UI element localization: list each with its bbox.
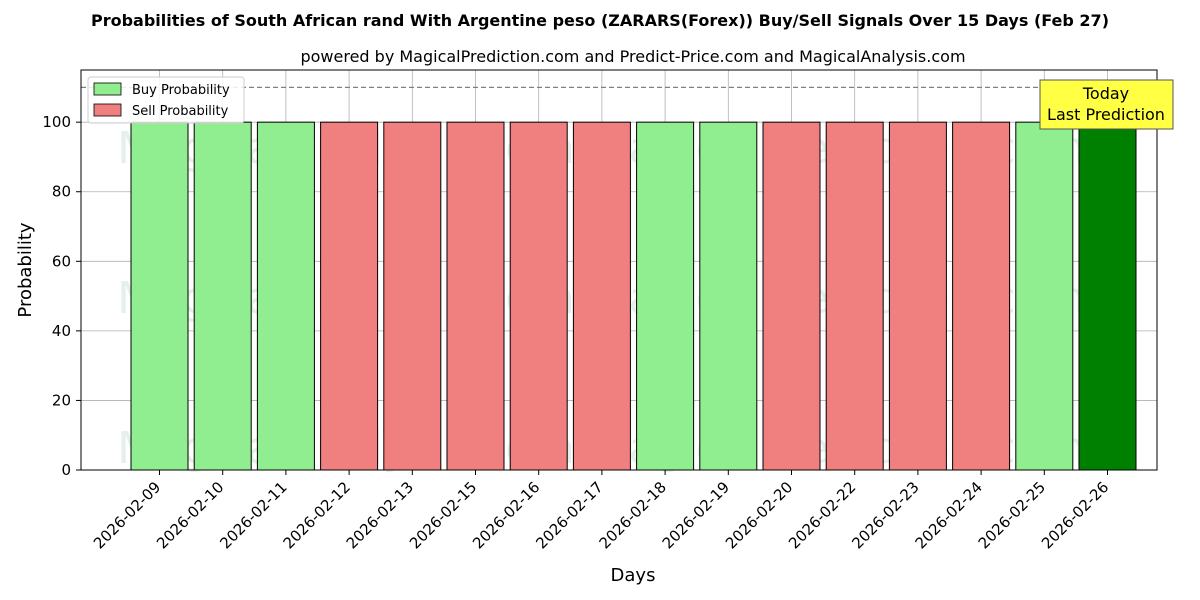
legend: Buy Probability Sell Probability <box>87 76 245 124</box>
bar-buy <box>256 121 315 471</box>
x-tick-label: 2026-02-10 <box>153 478 227 552</box>
x-axis: 2026-02-092026-02-102026-02-112026-02-12… <box>90 470 1112 552</box>
bar-today <box>1078 121 1137 471</box>
chart-title: Probabilities of South African rand With… <box>91 11 1109 30</box>
y-tick-label: 40 <box>52 322 71 340</box>
chart-subtitle: powered by MagicalPrediction.com and Pre… <box>300 47 965 66</box>
y-tick-label: 20 <box>52 391 71 409</box>
y-axis-label: Probability <box>15 222 36 317</box>
today-annotation: Today Last Prediction <box>1039 79 1174 130</box>
bar-sell <box>952 121 1011 471</box>
bar-sell <box>446 121 505 471</box>
plot-frame <box>80 69 1158 471</box>
x-tick-label: 2026-02-09 <box>90 478 164 552</box>
x-tick-label: 2026-02-18 <box>596 478 670 552</box>
bars <box>130 121 1137 471</box>
bar-buy <box>699 121 758 471</box>
bar-buy <box>636 121 695 471</box>
y-tick-label: 100 <box>42 113 71 131</box>
bar-sell <box>509 121 568 471</box>
legend-swatch-buy <box>93 82 122 96</box>
annotation-box <box>1039 79 1174 130</box>
y-tick-label: 60 <box>52 252 71 270</box>
bar-sell <box>888 121 947 471</box>
y-tick-label: 0 <box>61 461 71 479</box>
x-tick-label: 2026-02-15 <box>406 478 480 552</box>
x-tick-label: 2026-02-23 <box>848 478 922 552</box>
bar-buy <box>193 121 252 471</box>
legend-box <box>87 76 245 124</box>
x-tick-label: 2026-02-25 <box>975 478 1049 552</box>
bar-buy <box>130 121 189 471</box>
x-tick-label: 2026-02-13 <box>343 478 417 552</box>
x-tick-label: 2026-02-17 <box>532 478 606 552</box>
legend-swatch-sell <box>93 103 122 117</box>
y-tick-label: 80 <box>52 183 71 201</box>
bar-sell <box>572 121 631 471</box>
x-tick-label: 2026-02-22 <box>785 478 859 552</box>
x-tick-label: 2026-02-11 <box>216 478 290 552</box>
annotation-line-1: Today <box>1082 84 1129 103</box>
x-tick-label: 2026-02-12 <box>280 478 354 552</box>
bar-sell <box>825 121 884 471</box>
bar-sell <box>762 121 821 471</box>
x-tick-label: 2026-02-16 <box>469 478 543 552</box>
legend-label-sell: Sell Probability <box>132 104 229 119</box>
x-tick-label: 2026-02-20 <box>722 478 796 552</box>
bar-buy <box>1015 121 1074 471</box>
x-tick-label: 2026-02-19 <box>659 478 733 552</box>
legend-label-buy: Buy Probability <box>132 83 230 98</box>
bar-sell <box>320 121 379 471</box>
x-tick-label: 2026-02-26 <box>1038 478 1112 552</box>
y-axis: 0 20 40 60 80 100 <box>42 113 81 479</box>
bar-sell <box>383 121 442 471</box>
x-tick-label: 2026-02-24 <box>912 478 986 552</box>
annotation-line-2: Last Prediction <box>1047 105 1165 124</box>
x-axis-label: Days <box>611 565 656 586</box>
